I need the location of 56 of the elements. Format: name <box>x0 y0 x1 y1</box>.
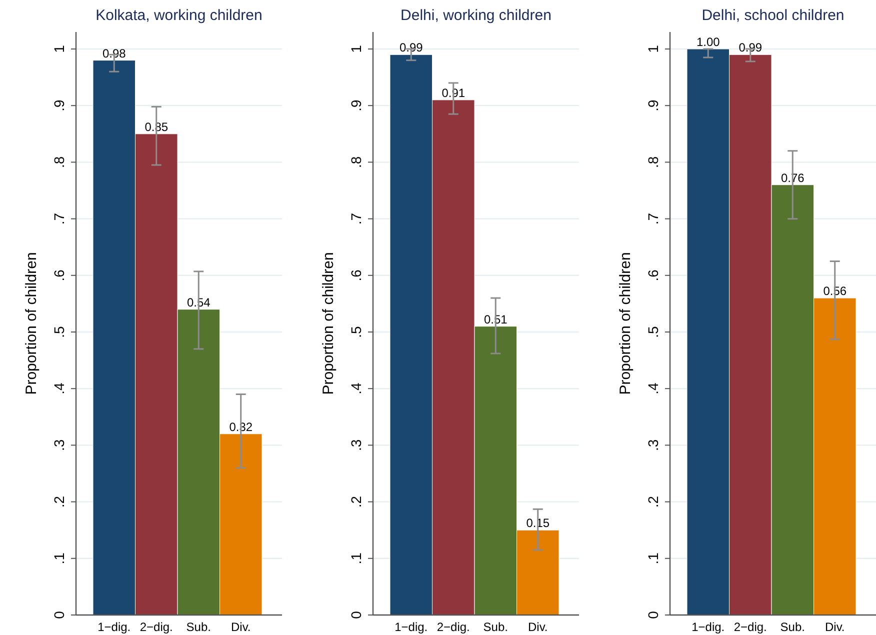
x-tick-label: 1−dig. <box>394 620 428 634</box>
y-tick-label: 0 <box>51 610 67 619</box>
y-tick-label: .2 <box>348 496 364 508</box>
y-tick-label: .9 <box>348 100 364 112</box>
y-tick-label: .6 <box>348 269 364 282</box>
data-label: 1.00 <box>696 34 720 49</box>
y-tick-label: .7 <box>348 212 364 225</box>
x-tick-label: 1−dig. <box>98 620 131 634</box>
x-tick-label: Sub. <box>483 620 508 634</box>
y-tick-label: 0 <box>645 610 661 619</box>
x-tick-label: 2−dig. <box>436 620 470 634</box>
x-tick-label: 2−dig. <box>734 620 767 634</box>
data-label: 0.99 <box>738 40 762 55</box>
y-tick-label: 0 <box>348 610 364 619</box>
x-tick-label: Div. <box>528 620 548 634</box>
y-axis-title: Proportion of children <box>320 252 337 395</box>
y-tick-label: .4 <box>51 382 67 394</box>
y-tick-label: .1 <box>348 552 364 564</box>
data-label: 0.15 <box>526 516 550 530</box>
y-axis-title: Proportion of children <box>23 252 40 395</box>
x-tick-label: Sub. <box>780 620 805 634</box>
y-tick-label: .2 <box>645 496 661 508</box>
chart-title: Delhi, working children <box>400 7 552 24</box>
y-tick-label: .5 <box>51 326 67 338</box>
y-tick-label: .6 <box>645 269 661 282</box>
y-tick-label: .9 <box>645 100 661 112</box>
y-tick-label: .6 <box>51 269 67 282</box>
chart-title: Kolkata, working children <box>96 7 262 24</box>
x-tick-label: Div. <box>230 620 251 634</box>
y-tick-label: 1 <box>645 44 661 53</box>
x-tick-label: Sub. <box>186 620 211 634</box>
y-tick-label: .2 <box>51 496 67 508</box>
y-tick-label: .3 <box>51 439 67 452</box>
y-tick-label: .8 <box>645 156 661 168</box>
data-label: 0.99 <box>399 40 424 55</box>
data-label: 0.76 <box>780 170 805 185</box>
y-tick-label: 1 <box>348 44 364 53</box>
y-tick-label: .7 <box>51 212 67 225</box>
y-tick-label: .8 <box>51 156 67 168</box>
chart-title: Delhi, school children <box>702 7 844 24</box>
y-tick-label: .4 <box>348 382 364 394</box>
y-tick-label: .7 <box>645 212 661 225</box>
y-tick-label: 1 <box>51 44 67 53</box>
y-tick-label: .3 <box>348 439 364 452</box>
y-axis-title: Proportion of children <box>617 252 634 395</box>
x-tick-label: 2−dig. <box>140 620 173 634</box>
y-tick-label: .9 <box>51 100 67 112</box>
y-tick-label: .5 <box>645 326 661 338</box>
y-tick-label: .1 <box>51 552 67 564</box>
y-tick-label: .1 <box>645 552 661 564</box>
x-tick-label: Div. <box>824 620 845 634</box>
y-tick-label: .5 <box>348 326 364 338</box>
y-tick-label: .8 <box>348 156 364 168</box>
y-tick-label: .4 <box>645 382 661 394</box>
y-tick-label: .3 <box>645 439 661 452</box>
x-tick-label: 1−dig. <box>692 620 725 634</box>
